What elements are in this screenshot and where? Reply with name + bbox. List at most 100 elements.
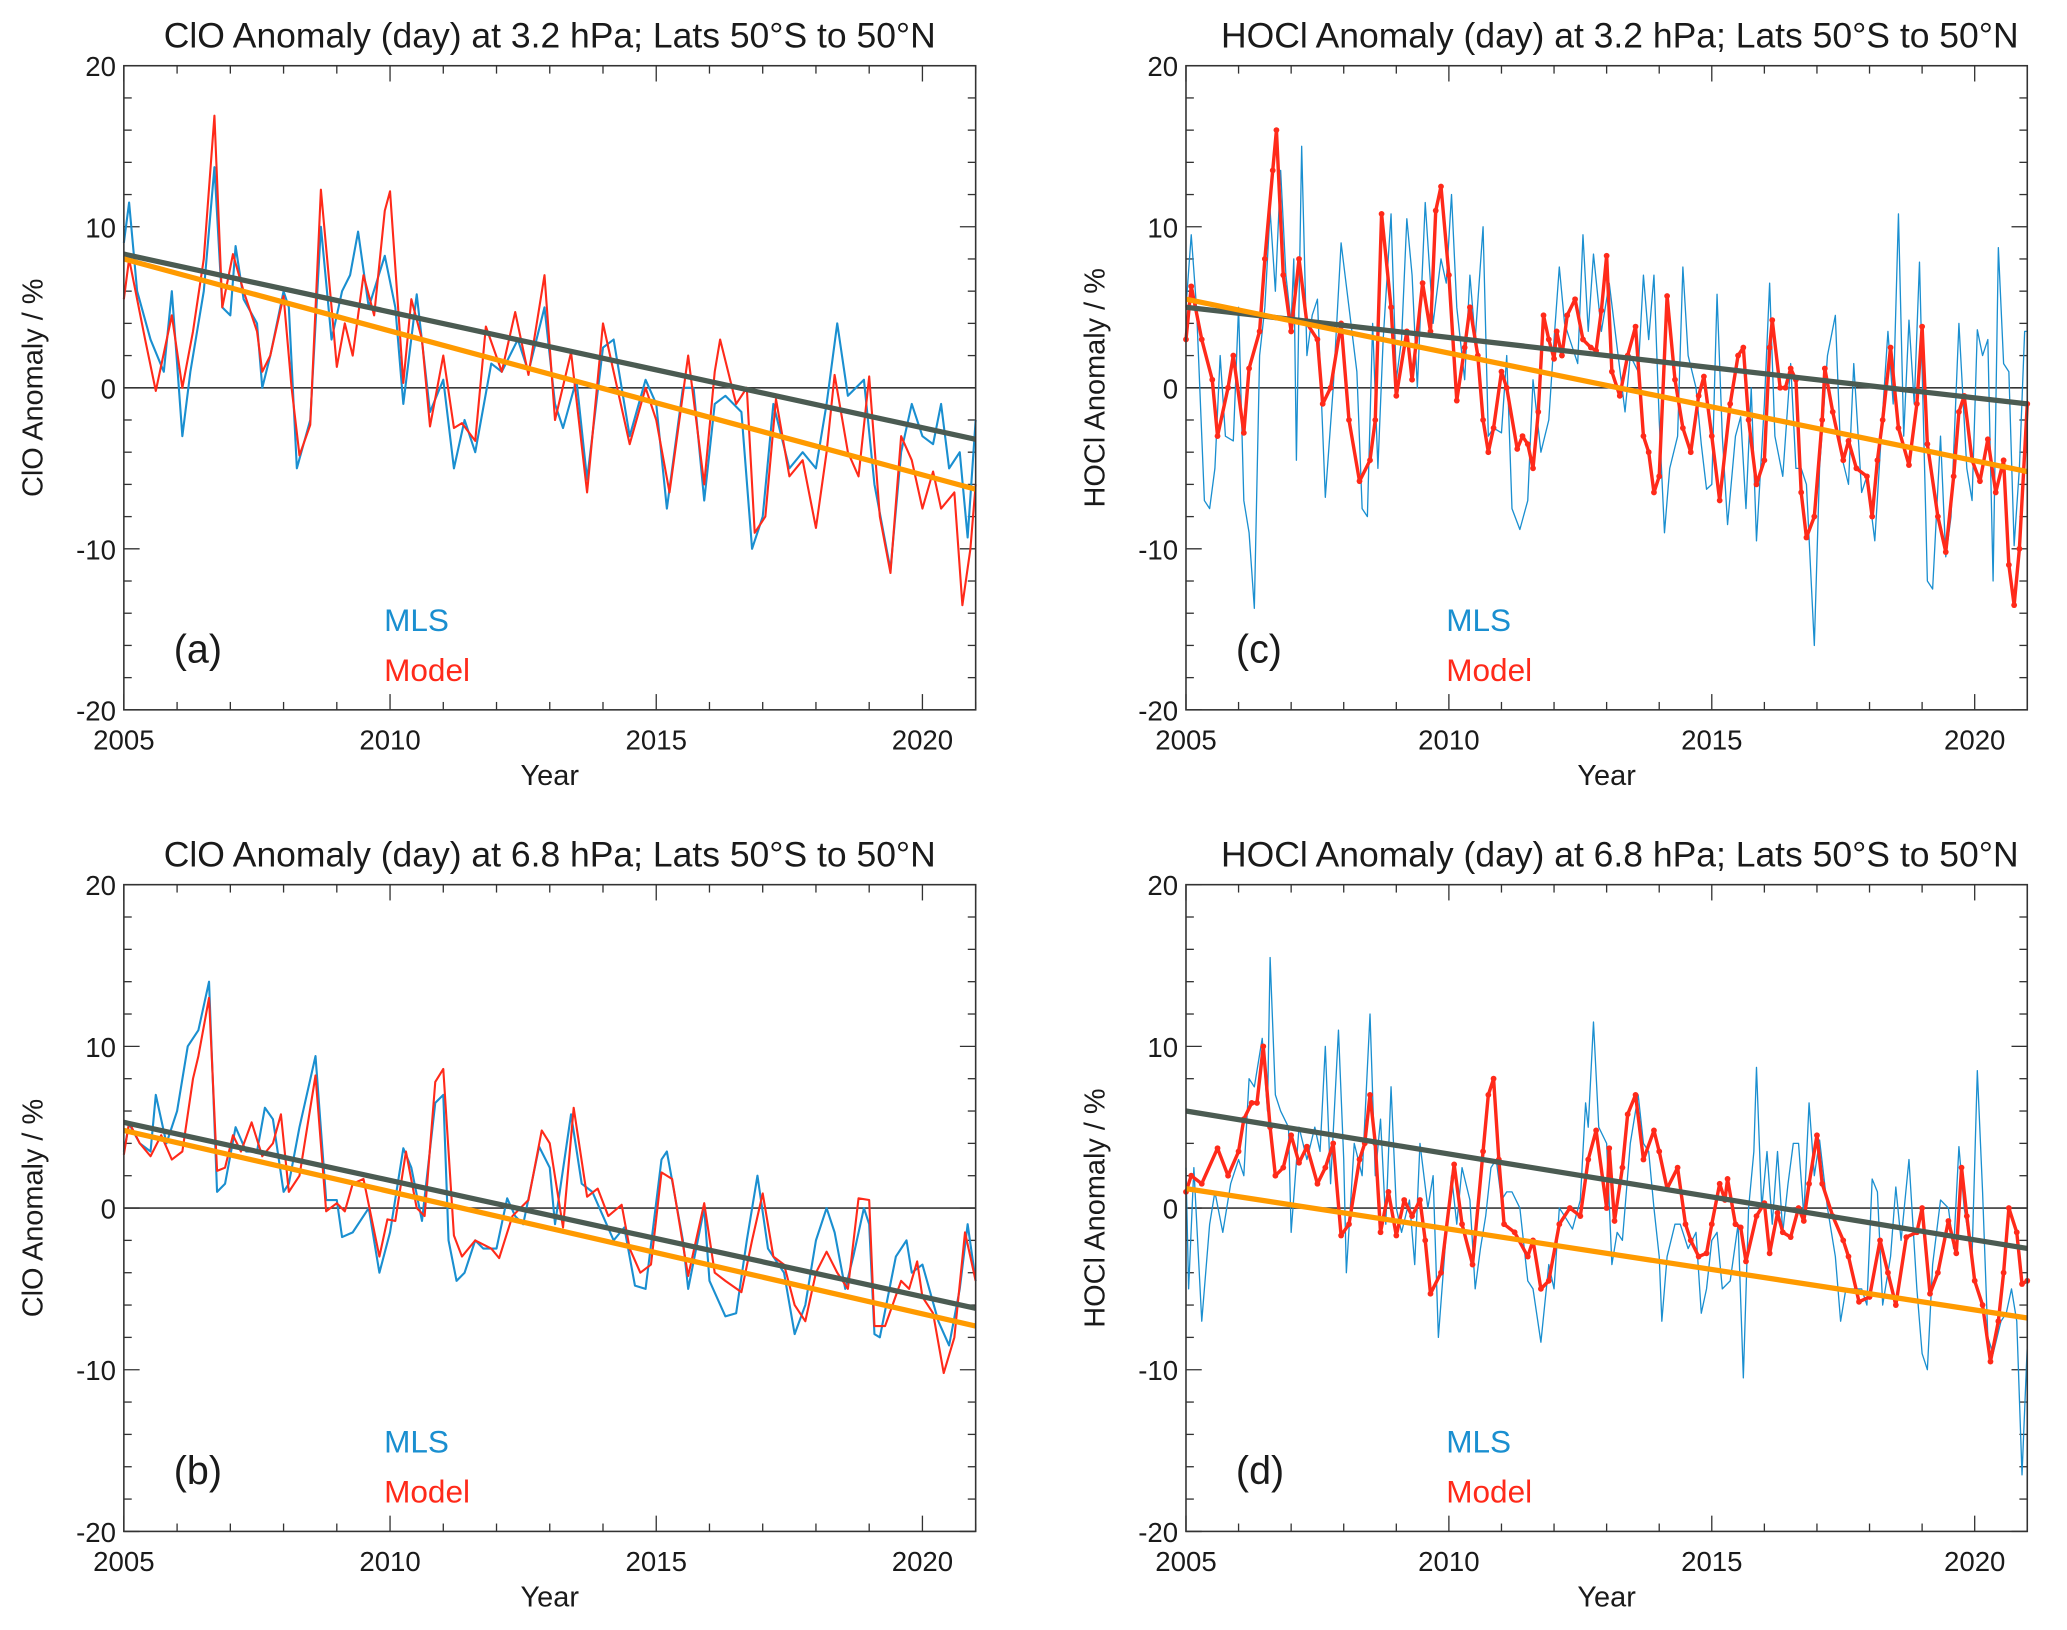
model-data-point [1235,1148,1242,1155]
y-tick-label: 10 [1147,1032,1178,1063]
mls-trend-line [123,1119,977,1311]
model-data-point [1856,1298,1862,1305]
y-axis-label: HOCl Anomaly / % [1079,268,1111,507]
model-data-point [1461,344,1468,351]
y-tick-label: -20 [76,1517,116,1548]
y-tick-label: 20 [85,51,116,82]
model-data-point [1535,409,1542,415]
model-data-point [1829,409,1836,415]
model-data-point [1246,365,1252,372]
model-data-point [1603,1205,1610,1211]
model-data-point [1864,473,1870,480]
model-data-point [2019,1281,2025,1287]
model-data-point [1530,465,1536,472]
model-data-point [1572,296,1578,303]
y-tick-label: 0 [101,1194,116,1225]
model-data-point [1919,1205,1926,1211]
model-data-point [1953,1250,1960,1257]
model-data-point [1869,513,1876,520]
y-axis-label: ClO Anomaly / % [17,1099,49,1317]
model-data-point [1877,1237,1883,1244]
model-data-point [1971,1277,1978,1284]
model-data-point [1393,392,1400,399]
x-tick-label: 2005 [1155,1546,1216,1577]
model-data-point [1798,489,1805,496]
mls-series-line [1185,145,2028,647]
y-tick-label: -10 [76,534,116,565]
model-data-point [2000,457,2007,464]
legend-model: Model [384,652,470,688]
chart-title: ClO Anomaly (day) at 3.2 hPa; Lats 50°S … [164,15,936,55]
y-tick-label: 10 [85,1032,116,1063]
model-data-point [1378,210,1385,217]
model-data-point [1656,473,1663,480]
model-data-point [1942,549,1949,555]
model-data-point [1672,376,1678,383]
model-data-point [1401,1197,1408,1203]
model-data-point [1422,1237,1429,1244]
model-data-point [1735,352,1741,359]
model-data-point [1840,1237,1847,1244]
model-data-point [1280,1164,1287,1171]
model-data-point [1777,384,1784,391]
y-tick-label: 20 [1147,51,1178,82]
model-trend-line [123,1127,977,1329]
x-axis-label: Year [1577,1581,1636,1613]
model-data-point [1346,1221,1352,1228]
panel-label: (a) [174,628,222,672]
model-data-point [1787,365,1794,372]
model-data-point [1913,400,1920,407]
model-data-point [1356,1156,1363,1163]
model-data-point [1927,1290,1933,1297]
model-data-point [1480,417,1486,423]
model-series-line [1184,1044,2029,1364]
y-tick-label: 10 [85,212,116,243]
model-data-point [1819,1180,1826,1187]
x-tick-label: 2015 [1681,1546,1742,1577]
model-data-point [1338,1232,1344,1239]
model-data-point [1467,304,1473,311]
model-data-point [1469,1261,1476,1268]
model-data-point [1545,1277,1552,1284]
x-tick-label: 2005 [93,724,154,755]
plot-frame [1185,883,2029,1533]
model-data-point [1367,1091,1373,1098]
model-data-point [1225,1172,1231,1179]
model-data-point [1587,344,1594,351]
panel-b: ClO Anomaly (day) at 6.8 hPa; Lats 50°S … [17,834,977,1613]
model-data-point [1280,272,1287,278]
model-data-point [1372,417,1379,423]
model-data-point [1566,1205,1573,1211]
x-tick-label: 2005 [1155,724,1216,755]
mls-series-line [122,980,977,1347]
model-data-point [1603,252,1610,259]
model-data-point [1995,1318,2002,1325]
model-data-point [1743,1258,1749,1265]
model-data-point [1879,417,1886,423]
model-data-point [1385,1188,1392,1195]
model-data-point [1438,183,1444,190]
model-data-point [1273,127,1280,134]
model-data-point [1740,344,1747,351]
model-data-point [1779,1229,1786,1236]
model-data-point [1240,429,1247,436]
plot-frame [1185,64,2029,711]
panel-a: ClO Anomaly (day) at 3.2 hPa; Lats 50°S … [17,15,977,792]
model-data-point [1254,1100,1260,1106]
model-data-point [1651,489,1657,496]
model-data-point [1559,352,1565,359]
x-axis-label: Year [1577,760,1636,792]
model-data-point [1656,1148,1663,1155]
model-data-point [1214,1145,1221,1152]
model-data-point [1314,1180,1321,1187]
model-data-point [1695,1253,1702,1260]
model-data-point [1388,304,1394,311]
model-data-point [1453,397,1460,404]
model-data-point [1945,1218,1952,1224]
model-data-point [1819,417,1826,423]
model-data-point [1327,384,1334,391]
model-data-point [1934,1269,1941,1276]
y-tick-label: -20 [1138,1517,1178,1548]
x-axis-label: Year [521,1581,580,1613]
model-data-point [1296,1159,1302,1166]
